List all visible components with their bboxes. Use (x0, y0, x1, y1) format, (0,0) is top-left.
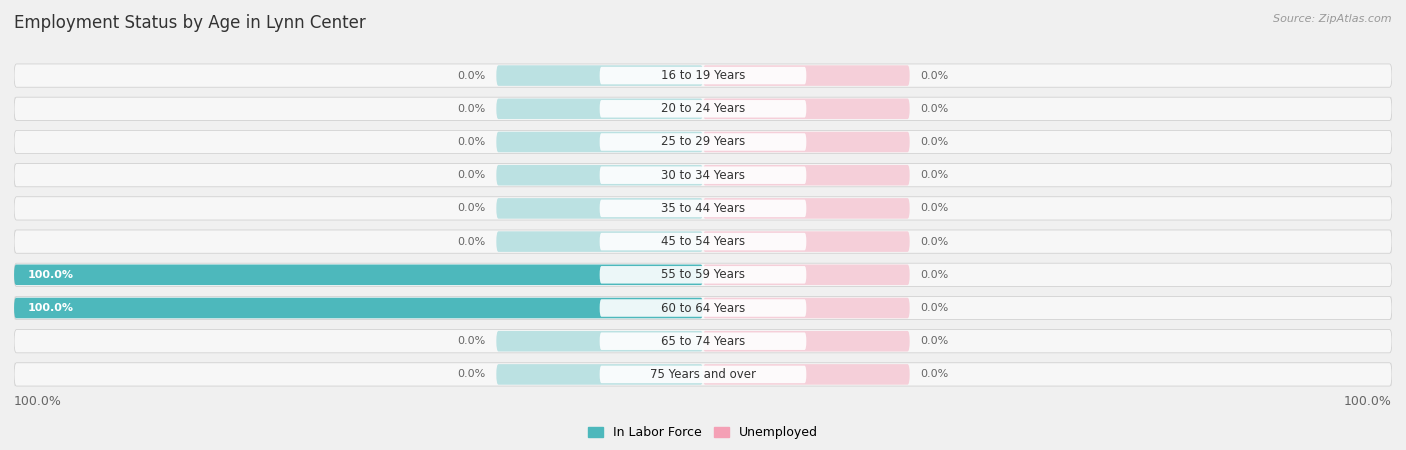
FancyBboxPatch shape (14, 298, 703, 318)
Text: 0.0%: 0.0% (920, 104, 948, 114)
FancyBboxPatch shape (703, 265, 910, 285)
FancyBboxPatch shape (599, 366, 807, 383)
FancyBboxPatch shape (703, 198, 910, 219)
Text: 0.0%: 0.0% (920, 270, 948, 280)
FancyBboxPatch shape (14, 265, 703, 285)
FancyBboxPatch shape (496, 132, 703, 152)
FancyBboxPatch shape (14, 297, 1392, 320)
Text: 55 to 59 Years: 55 to 59 Years (661, 268, 745, 281)
FancyBboxPatch shape (703, 364, 910, 385)
FancyBboxPatch shape (599, 266, 807, 284)
FancyBboxPatch shape (14, 130, 1392, 153)
Text: 25 to 29 Years: 25 to 29 Years (661, 135, 745, 148)
Text: 0.0%: 0.0% (920, 369, 948, 379)
Text: 0.0%: 0.0% (920, 336, 948, 346)
Text: 0.0%: 0.0% (920, 303, 948, 313)
Text: 0.0%: 0.0% (920, 203, 948, 213)
Text: 20 to 24 Years: 20 to 24 Years (661, 102, 745, 115)
FancyBboxPatch shape (14, 163, 1392, 187)
FancyBboxPatch shape (703, 99, 910, 119)
Text: Source: ZipAtlas.com: Source: ZipAtlas.com (1274, 14, 1392, 23)
FancyBboxPatch shape (14, 130, 1392, 153)
Text: 0.0%: 0.0% (458, 170, 486, 180)
FancyBboxPatch shape (496, 331, 703, 351)
FancyBboxPatch shape (599, 133, 807, 151)
FancyBboxPatch shape (14, 64, 1392, 87)
Text: 100.0%: 100.0% (28, 303, 75, 313)
Text: 0.0%: 0.0% (920, 237, 948, 247)
FancyBboxPatch shape (703, 231, 910, 252)
Text: 60 to 64 Years: 60 to 64 Years (661, 302, 745, 315)
FancyBboxPatch shape (496, 65, 703, 86)
FancyBboxPatch shape (14, 97, 1392, 121)
Text: 100.0%: 100.0% (28, 270, 75, 280)
Text: 35 to 44 Years: 35 to 44 Years (661, 202, 745, 215)
FancyBboxPatch shape (14, 297, 1392, 320)
FancyBboxPatch shape (496, 99, 703, 119)
FancyBboxPatch shape (703, 132, 910, 152)
Text: 100.0%: 100.0% (14, 395, 62, 408)
FancyBboxPatch shape (703, 298, 910, 318)
FancyBboxPatch shape (14, 163, 1392, 187)
Text: 0.0%: 0.0% (920, 71, 948, 81)
Text: 0.0%: 0.0% (920, 137, 948, 147)
Text: 0.0%: 0.0% (458, 203, 486, 213)
Text: 100.0%: 100.0% (1344, 395, 1392, 408)
FancyBboxPatch shape (14, 263, 1392, 287)
FancyBboxPatch shape (496, 165, 703, 185)
Text: 0.0%: 0.0% (458, 104, 486, 114)
FancyBboxPatch shape (599, 299, 807, 317)
FancyBboxPatch shape (14, 363, 1392, 386)
FancyBboxPatch shape (599, 333, 807, 350)
FancyBboxPatch shape (496, 231, 703, 252)
FancyBboxPatch shape (599, 200, 807, 217)
FancyBboxPatch shape (599, 233, 807, 250)
FancyBboxPatch shape (599, 67, 807, 84)
Text: 0.0%: 0.0% (458, 237, 486, 247)
FancyBboxPatch shape (14, 197, 1392, 220)
FancyBboxPatch shape (703, 165, 910, 185)
FancyBboxPatch shape (14, 329, 1392, 353)
FancyBboxPatch shape (14, 97, 1392, 121)
FancyBboxPatch shape (496, 198, 703, 219)
FancyBboxPatch shape (14, 230, 1392, 253)
FancyBboxPatch shape (14, 197, 1392, 220)
Text: 0.0%: 0.0% (458, 71, 486, 81)
Text: 16 to 19 Years: 16 to 19 Years (661, 69, 745, 82)
Text: 0.0%: 0.0% (458, 137, 486, 147)
FancyBboxPatch shape (14, 329, 1392, 353)
Text: 0.0%: 0.0% (920, 170, 948, 180)
Text: 0.0%: 0.0% (458, 369, 486, 379)
FancyBboxPatch shape (14, 230, 1392, 253)
Text: 45 to 54 Years: 45 to 54 Years (661, 235, 745, 248)
FancyBboxPatch shape (703, 65, 910, 86)
FancyBboxPatch shape (599, 166, 807, 184)
Legend: In Labor Force, Unemployed: In Labor Force, Unemployed (583, 422, 823, 445)
FancyBboxPatch shape (496, 364, 703, 385)
Text: 75 Years and over: 75 Years and over (650, 368, 756, 381)
FancyBboxPatch shape (14, 363, 1392, 386)
FancyBboxPatch shape (599, 100, 807, 117)
Text: 30 to 34 Years: 30 to 34 Years (661, 169, 745, 182)
FancyBboxPatch shape (14, 64, 1392, 87)
Text: 0.0%: 0.0% (458, 336, 486, 346)
Text: 65 to 74 Years: 65 to 74 Years (661, 335, 745, 348)
FancyBboxPatch shape (703, 331, 910, 351)
Text: Employment Status by Age in Lynn Center: Employment Status by Age in Lynn Center (14, 14, 366, 32)
FancyBboxPatch shape (14, 263, 1392, 287)
